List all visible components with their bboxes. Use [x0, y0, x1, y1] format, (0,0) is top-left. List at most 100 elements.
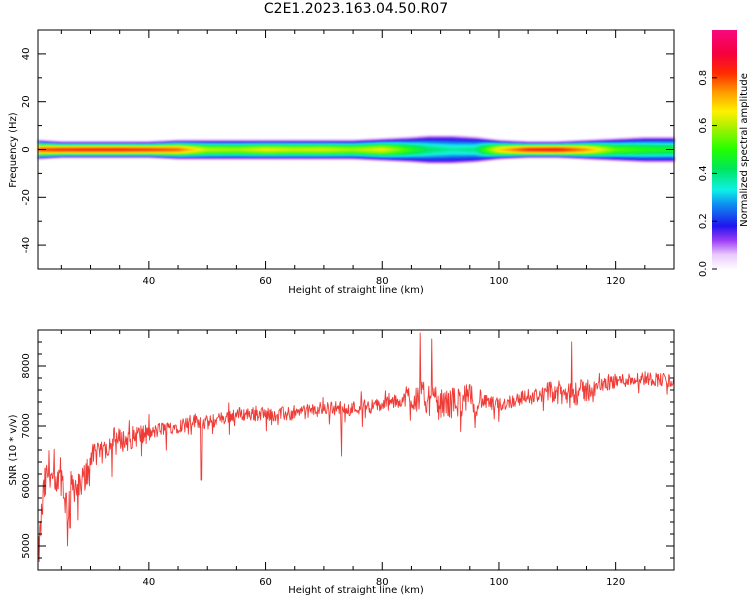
heatmap-cell — [332, 139, 336, 141]
heatmap-cell — [358, 142, 363, 143]
heatmap-cell — [367, 140, 371, 141]
heatmap-cell — [402, 159, 406, 161]
heatmap-cell — [440, 150, 444, 152]
heatmap-cell — [303, 155, 307, 157]
heatmap-cell — [81, 147, 86, 148]
heatmap-cell — [248, 154, 252, 156]
heatmap-cell — [437, 144, 442, 145]
heatmap-cell — [353, 157, 357, 159]
heatmap-cell — [338, 144, 342, 146]
heatmap-cell — [186, 156, 191, 158]
heatmap-cell — [105, 150, 109, 152]
heatmap-cell — [108, 144, 112, 145]
heatmap-cell — [160, 154, 164, 156]
heatmap-cell — [420, 153, 424, 154]
heatmap-cell — [440, 144, 444, 145]
heatmap-cell — [335, 154, 339, 156]
heatmap-cell — [128, 157, 132, 159]
heatmap-cell — [210, 153, 214, 155]
heatmap-cell — [309, 138, 313, 140]
heatmap-cell — [230, 138, 234, 140]
heatmap-cell — [160, 147, 164, 148]
heatmap-cell — [420, 141, 424, 143]
heatmap-cell — [73, 145, 77, 147]
heatmap-cell — [73, 157, 77, 159]
heatmap-cell — [300, 159, 304, 161]
heatmap-cell — [437, 148, 442, 150]
heatmap-cell — [201, 151, 205, 153]
heatmap-cell — [38, 158, 42, 160]
heatmap-cell — [239, 155, 243, 157]
heatmap-cell — [426, 142, 430, 144]
heatmap-cell — [303, 154, 307, 156]
heatmap-cell — [434, 139, 439, 141]
heatmap-cell — [230, 150, 234, 152]
heatmap-cell — [283, 144, 287, 146]
heatmap-cell — [93, 155, 97, 157]
heatmap-cell — [376, 139, 380, 140]
heatmap-cell — [242, 151, 246, 153]
heatmap-cell — [110, 153, 115, 155]
heatmap-cell — [253, 139, 258, 141]
heatmap-cell — [434, 135, 439, 136]
heatmap-cell — [315, 146, 319, 148]
heatmap-cell — [393, 137, 398, 139]
heatmap-cell — [417, 144, 421, 146]
heatmap-cell — [347, 151, 351, 153]
heatmap-cell — [180, 141, 185, 142]
heatmap-cell — [268, 152, 272, 154]
heatmap-cell — [134, 156, 138, 158]
heatmap-cell — [102, 140, 106, 142]
heatmap-cell — [166, 153, 170, 155]
heatmap-cell — [175, 159, 179, 160]
heatmap-cell — [221, 144, 226, 145]
heatmap-cell — [335, 141, 339, 142]
heatmap-cell — [306, 148, 310, 150]
heatmap-cell — [140, 147, 144, 149]
heatmap-cell — [137, 149, 141, 151]
heatmap-cell — [373, 155, 377, 156]
heatmap-cell — [128, 143, 132, 145]
heatmap-cell — [189, 144, 194, 145]
heatmap-cell — [169, 148, 173, 150]
heatmap-cell — [405, 159, 409, 161]
heatmap-cell — [70, 155, 74, 157]
heatmap-cell — [210, 150, 214, 152]
heatmap-cell — [204, 141, 208, 143]
heatmap-cell — [391, 148, 395, 150]
heatmap-cell — [215, 148, 220, 150]
heatmap-cell — [245, 153, 249, 155]
heatmap-cell — [271, 150, 275, 152]
heatmap-cell — [102, 143, 106, 145]
heatmap-cell — [178, 146, 182, 148]
heatmap-cell — [157, 149, 161, 151]
heatmap-cell — [102, 147, 106, 149]
heatmap-cell — [40, 146, 45, 148]
heatmap-cell — [58, 152, 62, 154]
heatmap-cell — [417, 144, 421, 145]
heatmap-cell — [87, 141, 91, 143]
heatmap-cell — [73, 153, 77, 155]
heatmap-cell — [210, 147, 214, 149]
heatmap-cell — [38, 150, 42, 151]
heatmap-cell — [326, 139, 331, 141]
heatmap-cell — [137, 142, 141, 144]
heatmap-cell — [291, 154, 296, 156]
heatmap-cell — [52, 140, 56, 142]
heatmap-cell — [195, 159, 199, 160]
heatmap-cell — [440, 142, 444, 144]
heatmap-cell — [215, 141, 220, 143]
heatmap-cell — [329, 153, 334, 154]
heatmap-cell — [417, 143, 421, 145]
heatmap-cell — [268, 154, 272, 156]
heatmap-cell — [332, 154, 336, 156]
heatmap-cell — [405, 136, 409, 138]
heatmap-cell — [218, 153, 223, 155]
heatmap-cell — [99, 142, 103, 144]
heatmap-cell — [431, 153, 436, 155]
heatmap-cell — [128, 147, 132, 148]
heatmap-cell — [291, 147, 296, 148]
heatmap-cell — [67, 149, 71, 151]
heatmap-cell — [183, 138, 188, 140]
heatmap-cell — [125, 144, 129, 146]
